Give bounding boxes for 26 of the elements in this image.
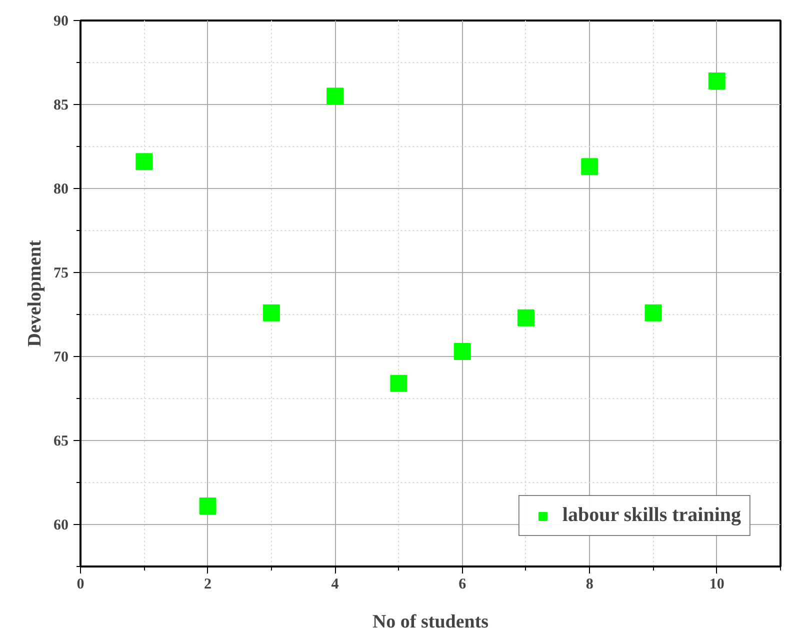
y-tick-label: 65 xyxy=(54,434,68,450)
y-tick-label: 70 xyxy=(54,350,68,366)
legend-label: labour skills training xyxy=(562,504,741,527)
y-axis-title: Development xyxy=(24,240,46,347)
point xyxy=(262,304,280,322)
x-tick-label: 0 xyxy=(76,576,84,592)
x-tick-label: 2 xyxy=(204,576,212,592)
x-tick-label: 6 xyxy=(458,576,467,592)
point xyxy=(454,342,471,360)
y-tick-label: 90 xyxy=(54,14,68,30)
point xyxy=(199,498,216,515)
y-tick-label: 75 xyxy=(54,266,68,282)
point xyxy=(136,153,153,170)
x-tick-label: 10 xyxy=(709,576,724,592)
point xyxy=(390,374,408,392)
point xyxy=(581,158,598,176)
y-tick-label: 60 xyxy=(54,518,68,534)
point xyxy=(644,304,662,322)
x-axis-title: No of students xyxy=(372,612,489,632)
point xyxy=(708,72,726,90)
point xyxy=(326,88,344,105)
y-tick-label: 80 xyxy=(54,182,68,198)
point xyxy=(517,309,534,326)
x-tick-label: 4 xyxy=(331,576,340,592)
y-tick-label: 85 xyxy=(54,98,68,114)
x-tick-label: 8 xyxy=(586,576,594,592)
